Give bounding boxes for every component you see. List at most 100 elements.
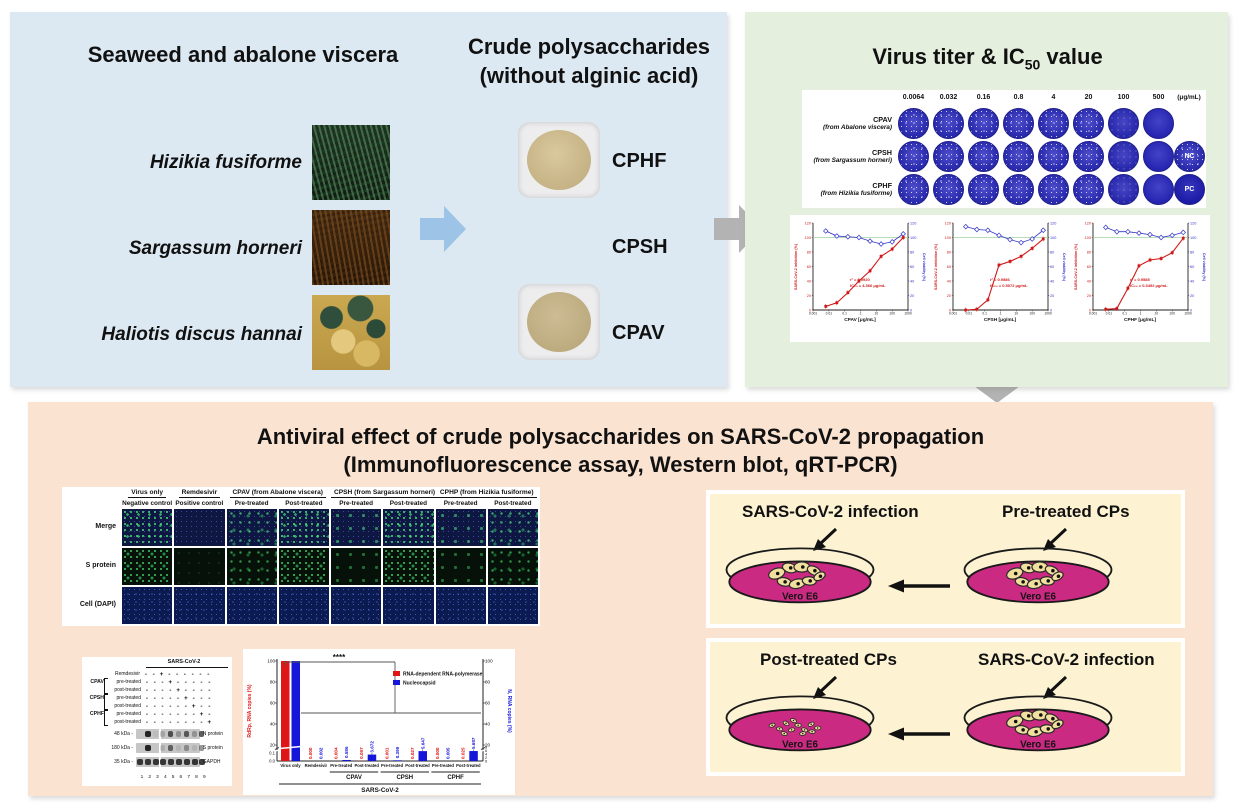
product-title-line2: (without alginic acid) <box>479 63 699 88</box>
wb-group-label: CPSH <box>89 695 104 701</box>
scheme-label: Post-treated CPs <box>760 650 897 669</box>
svg-text:120: 120 <box>1190 221 1196 225</box>
assay-well <box>898 141 929 172</box>
wb-band <box>191 759 198 765</box>
wb-strip-gap <box>159 743 162 753</box>
svg-text:60: 60 <box>947 265 951 269</box>
svg-text:5.687: 5.687 <box>471 737 476 749</box>
petri-dish-icon: Vero E6 <box>963 547 1113 604</box>
if-row-label: S protein <box>85 562 116 570</box>
svg-text:20: 20 <box>270 743 276 748</box>
svg-text:1000: 1000 <box>904 312 912 316</box>
plaque-assay-image: 0.0064 0.032 0.16 0.8 4 20 100 500 (μg/mL) CPAV (f… <box>802 90 1206 208</box>
if-micrograph <box>383 548 434 585</box>
wb-sign: - <box>208 694 211 702</box>
extraction-arrow-icon <box>420 206 466 252</box>
svg-text:1: 1 <box>1000 312 1002 316</box>
assay-well <box>1108 174 1139 205</box>
svg-text:40: 40 <box>1087 279 1091 283</box>
wb-kda-label: 35 kDa - <box>114 759 134 765</box>
if-row-label: Cell (DAPI) <box>79 601 116 609</box>
bottom-title-line2: (Immunofluorescence assay, Western blot,… <box>343 452 898 477</box>
panel-source-materials: Seaweed and abalone viscera Crude polysa… <box>10 12 727 522</box>
wb-sign: - <box>192 718 195 726</box>
plate-row-label: CPSH (from Sargassum horneri) <box>804 148 892 165</box>
wb-band <box>168 731 174 737</box>
wb-treatment-row: post-treated - - - - - - + - - <box>84 702 230 710</box>
dose-chart-svg: 0 0 20 20 40 40 60 60 80 80 100 100 120 120 0.001 0.01 0… <box>1074 221 1206 323</box>
bar-n <box>469 751 478 761</box>
svg-text:6: 6 <box>485 749 487 753</box>
wb-row-label: post-treated <box>114 703 141 709</box>
wb-lane-number: 8 <box>195 775 198 780</box>
svg-text:80: 80 <box>947 250 951 254</box>
titer-title-tail: value <box>1040 44 1103 69</box>
svg-text:100: 100 <box>1085 236 1091 240</box>
wb-lane-number: 7 <box>187 775 191 780</box>
if-micrograph <box>383 509 434 546</box>
seaweed-photo <box>312 210 390 285</box>
wb-sign: - <box>169 702 172 710</box>
wb-sign: - <box>168 670 171 678</box>
petri-dish-icon: Vero E6 <box>725 547 875 604</box>
wb-sign: - <box>153 718 156 726</box>
if-micrograph <box>487 509 538 546</box>
if-micrograph <box>435 548 486 585</box>
svg-text:0.001: 0.001 <box>949 312 957 316</box>
svg-text:100: 100 <box>889 312 895 316</box>
assay-well <box>1038 174 1069 205</box>
assay-well <box>1143 141 1174 172</box>
if-group-header: Remdesivir <box>174 489 224 498</box>
wb-band-row: 48 kDa - N protein <box>84 729 230 739</box>
svg-text:4: 4 <box>485 752 487 756</box>
dose-response-chart: 0 0 20 20 40 40 60 60 80 80 100 100 120 120 0.001 0.01 0… <box>930 215 1070 342</box>
svg-text:1000: 1000 <box>1184 312 1192 316</box>
western-blot-panel: SARS-CoV-2 Remdesivir - - + - - - - - - CPAV pre-tre… <box>82 657 232 786</box>
wb-sign: - <box>192 694 195 702</box>
titer-panel-title: Virus titer & IC50 value <box>800 44 1175 72</box>
petri-dish-icon: Vero E6 <box>963 695 1113 752</box>
svg-text:60: 60 <box>1087 265 1091 269</box>
if-group-header: CPAV (from Abalone viscera) <box>227 489 330 498</box>
product-panel-title: Crude polysaccharides (without alginic a… <box>453 32 725 90</box>
wb-sign: + <box>199 710 204 718</box>
svg-text:IC₅₀ = 0.5072 μg/mL: IC₅₀ = 0.5072 μg/mL <box>990 283 1028 288</box>
plate-row-origin: (from Hizikia fusiforme) <box>820 190 892 197</box>
svg-text:Post-treated: Post-treated <box>456 763 481 768</box>
wb-row-label: pre-treated <box>116 711 141 717</box>
assay-well <box>1108 108 1139 139</box>
wb-sign: - <box>184 678 187 686</box>
svg-text:Post-treated: Post-treated <box>354 763 379 768</box>
wb-sign: - <box>176 670 179 678</box>
svg-text:0.1: 0.1 <box>269 751 275 756</box>
wb-sign: - <box>183 670 186 678</box>
assay-well <box>1143 108 1174 139</box>
if-micrograph <box>331 587 382 624</box>
wb-membrane-strip <box>136 757 206 767</box>
wb-lane-number: 5 <box>171 775 175 780</box>
assay-well <box>933 141 964 172</box>
wb-lane-number: 2 <box>148 775 152 780</box>
wb-sign: - <box>161 694 164 702</box>
svg-text:0.097: 0.097 <box>359 747 364 759</box>
concentration-label: 0.032 <box>939 94 958 101</box>
assay-well <box>1073 141 1104 172</box>
wb-bracket <box>104 702 108 710</box>
wb-sign: - <box>208 710 211 718</box>
assay-well <box>933 174 964 205</box>
bar-n <box>367 754 377 761</box>
species-name: Haliotis discus hannai <box>101 324 302 345</box>
svg-text:120: 120 <box>945 221 951 225</box>
wb-sign: - <box>191 670 194 678</box>
wb-band <box>191 731 197 737</box>
svg-text:0: 0 <box>949 308 951 312</box>
assay-well <box>1143 174 1174 205</box>
if-sub-header: Post-treated <box>389 500 428 507</box>
wb-sign: - <box>208 702 211 710</box>
wb-sign: - <box>192 678 195 686</box>
wb-sign: - <box>200 678 203 686</box>
svg-text:0: 0 <box>1190 308 1192 312</box>
svg-text:CPSH [μg/mL]: CPSH [μg/mL] <box>984 317 1017 323</box>
seaweed-photo <box>312 125 390 200</box>
svg-text:0.399: 0.399 <box>395 746 400 758</box>
